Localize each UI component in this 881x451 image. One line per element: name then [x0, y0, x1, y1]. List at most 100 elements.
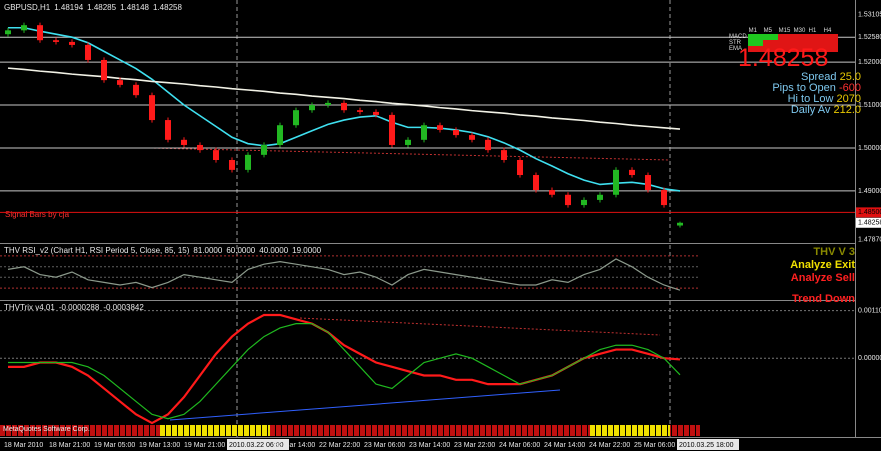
footer: MetaQuotes Software Corp. — [3, 426, 90, 433]
time-highlight — [677, 439, 739, 450]
candle-body — [149, 95, 155, 121]
matrix-table: M1 M5 M15 M30 H1 H4 MACD STR EMA — [728, 28, 838, 52]
x-tick-label: 24 Mar 22:00 — [589, 442, 630, 449]
candle-body — [533, 175, 539, 191]
big-price: 1.48258 — [738, 44, 829, 72]
candle-body — [357, 110, 363, 112]
x-tick-label: 18 Mar 21:00 — [49, 442, 90, 449]
candle-body — [613, 169, 619, 195]
signal-matrix: M1 M5 M15 M30 H1 H4 MACD STR EMA — [728, 28, 838, 52]
series-line — [8, 323, 681, 420]
matrix-header: M1 M5 M15 M30 H1 H4 — [728, 28, 838, 34]
y-tick-label: 1.47870 — [858, 236, 881, 243]
y-tick-label: 1.51000 — [858, 102, 881, 109]
x-tick-label: 19 Mar 05:00 — [94, 442, 135, 449]
candle-body — [69, 41, 75, 45]
ohlc: 1.48258 — [153, 3, 182, 12]
rsi-header: THV RSI_v2 (Chart H1, RSI Period 5, Clos… — [4, 246, 325, 255]
x-tick-label: 19 Mar 13:00 — [139, 442, 180, 449]
trix-title: THVTrix v4.01 — [4, 303, 55, 312]
stat-value: 25.0 — [839, 71, 861, 83]
candle-body — [117, 80, 123, 85]
signal-text: THV V 3 Analyze Exit Analyze Sell Trend … — [770, 246, 855, 306]
tf: M1 — [748, 28, 758, 34]
candle-body — [213, 150, 219, 160]
x-tick-label: 22 Mar 22:00 — [319, 442, 360, 449]
candle-body — [341, 102, 347, 111]
x-tick-label: 25 Mar 06:00 — [634, 442, 675, 449]
x-tick-label: 22 Mar 14:00 — [274, 442, 315, 449]
candle-body — [629, 169, 635, 176]
candle-body — [501, 150, 507, 160]
stats: Spread 25.0 Pips to Open -600 Hi to Low … — [772, 72, 861, 116]
ohlc: 1.48285 — [87, 3, 117, 12]
series-line — [8, 26, 681, 192]
tf: H4 — [823, 28, 832, 34]
y-tick-label: 0.00110 — [858, 307, 881, 314]
x-tick-label: 23 Mar 06:00 — [364, 442, 405, 449]
time-highlight — [227, 439, 289, 450]
annotation: Signal Bars by cja — [5, 210, 70, 219]
stat-label: Hi to Low — [787, 93, 834, 105]
candle-body — [389, 114, 395, 145]
y-tick-label: 1.52000 — [858, 59, 881, 66]
candle-body — [165, 120, 171, 140]
ohlc: 1.48194 — [54, 3, 84, 12]
rsi-title: THV RSI_v2 (Chart H1, RSI Period 5, Clos… — [4, 246, 190, 255]
candle-body — [437, 125, 443, 130]
candle-body — [325, 102, 331, 106]
candle-body — [469, 135, 475, 140]
x-tick-label: 23 Mar 14:00 — [409, 442, 450, 449]
trend: Trend Down — [792, 293, 855, 305]
stat-label: Pips to Open — [772, 82, 836, 94]
x-tick-label: 24 Mar 14:00 — [544, 442, 585, 449]
candle-body — [661, 190, 667, 206]
candle-body — [229, 159, 235, 170]
candle-body — [597, 194, 603, 200]
matrix-row: EMA — [728, 46, 838, 52]
matrix-row: STR — [728, 40, 838, 46]
level: 19.0000 — [292, 246, 322, 255]
candle-body — [261, 144, 267, 155]
candle-body — [309, 105, 315, 111]
candle-body — [277, 125, 283, 145]
candle-body — [485, 139, 491, 151]
candle-body — [245, 154, 251, 170]
y-tick-label: 1.50000 — [858, 145, 881, 152]
candle-body — [549, 190, 555, 195]
stat: Spread 25.0 — [772, 72, 861, 83]
x-tick-label: 24 Mar 06:00 — [499, 442, 540, 449]
candle-body — [517, 159, 523, 176]
sell: Analyze Sell — [790, 272, 855, 284]
trix-value: -0.0003842 — [103, 303, 144, 312]
candle-body — [37, 25, 43, 41]
candle-body — [645, 175, 651, 191]
candle-body — [293, 110, 299, 126]
exit: Analyze Exit — [790, 259, 855, 271]
tf: H1 — [808, 28, 817, 34]
signal-bars — [0, 425, 700, 436]
trix-header: THVTrix v4.01 -0.0000288 -0.0003842 — [4, 303, 148, 312]
stat-value: 212.0 — [833, 104, 861, 116]
level: 81.0000 — [193, 246, 223, 255]
candle-body — [53, 40, 59, 42]
stat-label: Daily Av — [790, 104, 831, 116]
y-tick-label: 1.53105 — [858, 12, 881, 19]
x-tick-label: 18 Mar 2010 — [4, 442, 43, 449]
y-tick-label: 1.49000 — [858, 188, 881, 195]
candle-body — [181, 139, 187, 145]
level: 60.0000 — [226, 246, 256, 255]
y-tick-label: 1.48258 — [858, 220, 881, 227]
x-tick-label: 23 Mar 22:00 — [454, 442, 495, 449]
candle-body — [453, 129, 459, 136]
stat: Hi to Low 2070 — [772, 94, 861, 105]
stat-value: -600 — [838, 82, 861, 94]
candle-body — [677, 222, 683, 226]
candle-body — [21, 25, 27, 31]
tf: M15 — [778, 28, 791, 34]
main-header: GBPUSD,H1 1.48194 1.48285 1.48148 1.48258 — [4, 3, 186, 12]
matrix-row: MACD — [728, 34, 838, 40]
candle-body — [405, 139, 411, 145]
